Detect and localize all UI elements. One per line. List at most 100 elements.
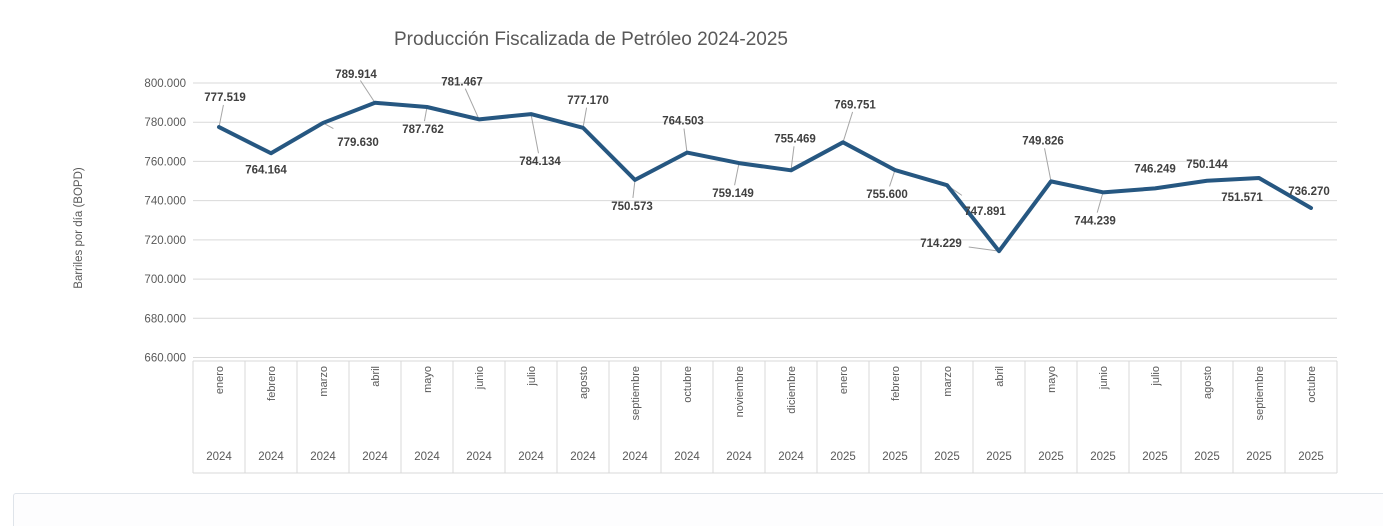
- x-month-label: marzo: [942, 366, 954, 397]
- leader-line: [889, 169, 896, 187]
- data-label: 769.751: [834, 99, 876, 111]
- x-year-label: 2024: [414, 451, 440, 463]
- x-year-label: 2024: [570, 451, 596, 463]
- x-year-label: 2024: [362, 451, 388, 463]
- x-year-label: 2025: [1142, 451, 1168, 463]
- data-label: 736.270: [1288, 186, 1330, 198]
- x-month-label: septiembre: [630, 366, 642, 420]
- x-year-label: 2025: [1038, 451, 1064, 463]
- x-month-label: junio: [474, 366, 486, 390]
- data-label: 755.469: [774, 133, 816, 145]
- x-year-label: 2024: [778, 451, 804, 463]
- x-year-label: 2024: [466, 451, 492, 463]
- x-month-label: diciembre: [786, 366, 798, 414]
- data-label: 714.229: [920, 238, 962, 250]
- x-month-label: junio: [1098, 366, 1110, 390]
- x-year-label: 2024: [310, 451, 336, 463]
- data-label: 750.573: [611, 201, 653, 213]
- gridlines: [193, 82, 1337, 358]
- leader-line: [530, 114, 539, 154]
- data-label: 787.762: [402, 124, 444, 136]
- data-labels: 777.519 764.164 779.630 789.914 787.762 781.4…: [204, 69, 1330, 250]
- chart-title: Producción Fiscalizada de Petróleo 2024-…: [394, 29, 788, 50]
- x-month-label: febrero: [266, 366, 278, 401]
- leader-line: [734, 162, 740, 186]
- leader-line: [464, 88, 480, 120]
- x-year-label: 2025: [934, 451, 960, 463]
- data-label: 746.249: [1134, 163, 1176, 175]
- x-month-label: julio: [1150, 366, 1162, 387]
- data-label: 764.503: [662, 116, 704, 128]
- x-year-label: 2024: [674, 451, 700, 463]
- data-label: 779.630: [337, 137, 379, 149]
- y-tick-label: 800.000: [144, 78, 186, 90]
- y-tick-label: 760.000: [144, 156, 186, 168]
- x-axis-category-table: enero 2024 febrero 2024 marzo 2024 abril 2024 ma…: [192, 360, 1338, 474]
- x-month-label: abril: [370, 366, 382, 387]
- x-year-label: 2024: [206, 451, 232, 463]
- data-label: 777.170: [567, 95, 609, 107]
- data-label: 759.149: [712, 188, 754, 200]
- leader-line: [790, 146, 795, 171]
- x-month-label: enero: [214, 366, 226, 394]
- leader-line: [423, 106, 428, 122]
- x-year-label: 2024: [726, 451, 752, 463]
- data-label: 781.467: [441, 76, 483, 88]
- x-month-label: septiembre: [1254, 366, 1266, 420]
- x-year-label: 2025: [882, 451, 908, 463]
- x-year-label: 2025: [1194, 451, 1220, 463]
- leader-line: [1044, 148, 1052, 182]
- x-year-label: 2025: [830, 451, 856, 463]
- x-year-label: 2025: [1298, 451, 1324, 463]
- y-axis-title: Barriles por día (BOPD): [73, 167, 85, 289]
- x-month-label: febrero: [890, 366, 902, 401]
- y-tick-label: 680.000: [144, 313, 186, 325]
- data-label: 749.826: [1022, 135, 1064, 147]
- leader-line: [582, 107, 588, 128]
- x-year-label: 2024: [622, 451, 648, 463]
- y-tick-label: 720.000: [144, 235, 186, 247]
- leader-line: [359, 80, 376, 104]
- data-label: 755.600: [866, 189, 908, 201]
- leader-line: [968, 246, 1000, 252]
- x-month-label: enero: [838, 366, 850, 394]
- y-tick-label: 660.000: [144, 353, 186, 365]
- x-month-label: abril: [994, 366, 1006, 387]
- leader-line: [632, 179, 636, 199]
- data-label: 777.519: [204, 92, 246, 104]
- x-year-label: 2025: [1246, 451, 1272, 463]
- leader-line: [1096, 192, 1104, 213]
- leader-line: [842, 111, 854, 143]
- x-month-label: agosto: [1202, 366, 1214, 399]
- data-label: 789.914: [335, 69, 377, 81]
- x-year-label: 2025: [986, 451, 1012, 463]
- data-label: 744.239: [1074, 215, 1116, 227]
- bottom-panel: [13, 493, 1383, 526]
- y-tick-label: 740.000: [144, 196, 186, 208]
- data-label: 750.144: [1186, 159, 1228, 171]
- data-label: 751.571: [1221, 192, 1263, 204]
- data-label: 764.164: [245, 164, 287, 176]
- x-month-label: mayo: [1046, 366, 1058, 393]
- x-month-label: octubre: [682, 366, 694, 403]
- x-year-label: 2024: [258, 451, 284, 463]
- x-month-label: julio: [526, 366, 538, 387]
- y-tick-label: 780.000: [144, 117, 186, 129]
- production-series: [217, 100, 1313, 254]
- x-year-label: 2024: [518, 451, 544, 463]
- leader-line: [218, 104, 224, 128]
- y-axis-tick-labels: 800.000 780.000 760.000 740.000 720.000 700.0…: [144, 78, 186, 365]
- x-year-label: 2025: [1090, 451, 1116, 463]
- x-month-label: mayo: [422, 366, 434, 393]
- x-month-label: marzo: [318, 366, 330, 397]
- y-tick-label: 700.000: [144, 274, 186, 286]
- data-label: 784.134: [519, 156, 561, 168]
- data-label: 747.891: [964, 206, 1006, 218]
- x-month-label: noviembre: [734, 366, 746, 417]
- leader-line: [683, 128, 688, 153]
- x-month-label: agosto: [578, 366, 590, 399]
- series-line: [217, 100, 1313, 254]
- x-month-label: octubre: [1306, 366, 1318, 403]
- production-line-chart: 800.000 780.000 760.000 740.000 720.000 700.0…: [73, 29, 1338, 474]
